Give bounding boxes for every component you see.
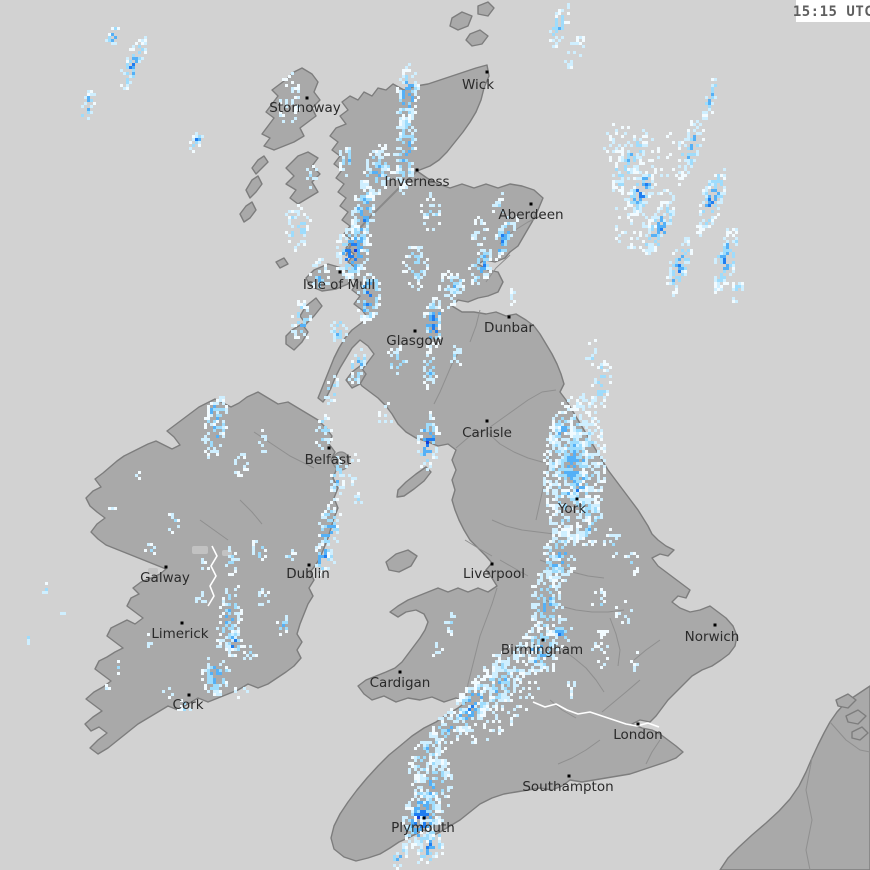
city-stornoway: Stornoway: [269, 96, 341, 116]
city-dot-norwich: [713, 623, 717, 627]
terrain-patches: [148, 546, 232, 574]
zeeland-island: [835, 693, 857, 709]
city-label-belfast: Belfast: [305, 452, 352, 468]
timestamp-background: [796, 0, 870, 22]
outer-hebrides-landmass: [261, 67, 321, 151]
city-galway: Galway: [140, 565, 190, 586]
city-dot-carlisle: [485, 419, 489, 423]
city-label-dublin: Dublin: [286, 566, 330, 582]
orkney-island: [477, 1, 495, 17]
orkney-island: [449, 11, 473, 31]
city-label-stornoway: Stornoway: [269, 100, 341, 116]
city-label-dunbar: Dunbar: [484, 320, 534, 336]
city-southampton: Southampton: [522, 774, 614, 795]
city-dot-liverpool: [490, 562, 494, 566]
city-dot-york: [575, 497, 579, 501]
city-label-glasgow: Glasgow: [386, 333, 443, 349]
city-label-norwich: Norwich: [685, 629, 740, 645]
city-label-plymouth: Plymouth: [391, 820, 455, 836]
city-dot-birmingham: [541, 638, 545, 642]
city-label-birmingham: Birmingham: [501, 642, 583, 658]
city-london: London: [613, 722, 663, 743]
city-york: York: [557, 497, 586, 517]
uist-island: [245, 175, 263, 199]
skye-island: [285, 151, 321, 205]
barra-island: [239, 201, 257, 223]
city-glasgow: Glasgow: [386, 329, 444, 349]
river-shannon: [207, 545, 218, 607]
city-norwich: Norwich: [685, 623, 740, 645]
city-markers-layer: Wick Stornoway Inverness Aberdeen Isle of Mu…: [140, 70, 740, 836]
city-dot-limerick: [180, 621, 184, 625]
city-label-york: York: [557, 501, 586, 517]
city-label-isle-of-mull: Isle of Mull: [303, 277, 375, 293]
city-dot-isle-of-mull: [338, 270, 342, 274]
city-dot-southampton: [567, 774, 571, 778]
city-dot-galway: [164, 565, 168, 569]
city-label-southampton: Southampton: [522, 779, 613, 795]
city-dunbar: Dunbar: [484, 315, 534, 336]
timestamp-overlay: 15:15 UTC: [793, 0, 870, 22]
radar-precipitation-layer: [27, 3, 744, 870]
city-label-carlisle: Carlisle: [462, 425, 512, 441]
city-limerick: Limerick: [151, 621, 209, 642]
city-label-inverness: Inverness: [384, 174, 449, 190]
city-label-galway: Galway: [140, 570, 190, 586]
city-dot-plymouth: [422, 816, 426, 820]
city-wick: Wick: [462, 70, 494, 93]
zeeland-island: [851, 726, 869, 741]
city-inverness: Inverness: [384, 168, 450, 190]
city-dublin: Dublin: [286, 563, 330, 582]
tiree-island: [275, 257, 289, 269]
city-label-wick: Wick: [462, 77, 494, 93]
city-dot-wick: [485, 70, 489, 74]
city-dot-belfast: [327, 446, 331, 450]
city-birmingham: Birmingham: [501, 638, 583, 658]
city-dot-stornoway: [305, 96, 309, 100]
city-aberdeen: Aberdeen: [498, 202, 564, 223]
ireland-landmass: [84, 391, 339, 755]
france-belgium-landmass: [719, 685, 870, 870]
zeeland-island: [845, 709, 867, 725]
city-belfast: Belfast: [305, 446, 352, 468]
city-dot-dublin: [307, 563, 311, 567]
city-dot-dunbar: [507, 315, 511, 319]
isle-of-man-landmass: [396, 466, 432, 498]
city-label-aberdeen: Aberdeen: [498, 207, 563, 223]
anglesey-island: [385, 549, 418, 573]
city-dot-london: [636, 722, 640, 726]
city-dot-inverness: [415, 168, 419, 172]
timestamp-text: 15:15 UTC: [793, 4, 870, 20]
city-dot-cork: [187, 693, 191, 697]
city-label-london: London: [613, 727, 663, 743]
city-dot-cardigan: [398, 670, 402, 674]
city-cardigan: Cardigan: [370, 670, 431, 691]
city-label-liverpool: Liverpool: [463, 566, 525, 582]
city-liverpool: Liverpool: [463, 562, 525, 582]
city-cork: Cork: [172, 693, 204, 713]
orkney-island: [465, 29, 489, 47]
city-dot-glasgow: [413, 329, 417, 333]
uist-island: [251, 155, 269, 175]
city-label-cork: Cork: [172, 697, 203, 713]
city-carlisle: Carlisle: [462, 419, 512, 441]
city-dot-aberdeen: [529, 202, 533, 206]
city-label-limerick: Limerick: [151, 626, 208, 642]
city-label-cardigan: Cardigan: [370, 675, 431, 691]
city-plymouth: Plymouth: [391, 816, 455, 836]
city-isle-of-mull: Isle of Mull: [303, 270, 375, 293]
